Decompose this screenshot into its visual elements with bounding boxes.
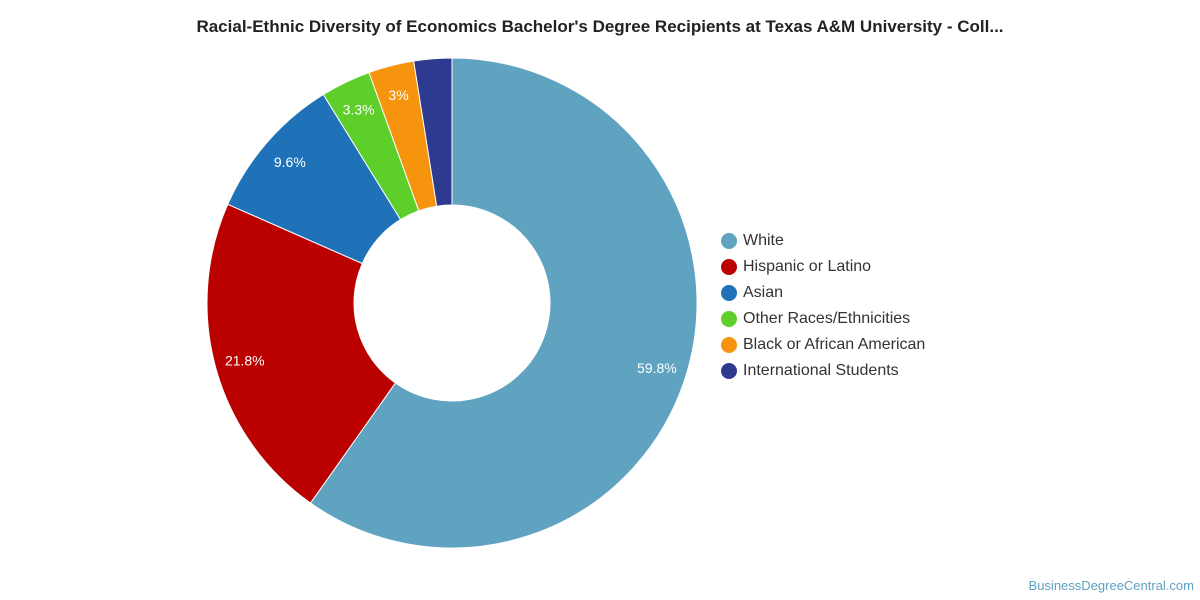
- data-label-white: 59.8%: [637, 360, 677, 376]
- legend-swatch: [721, 311, 737, 327]
- legend-label: Other Races/Ethnicities: [743, 310, 911, 327]
- legend-swatch: [721, 259, 737, 275]
- data-label-black-or-african-american: 3%: [388, 87, 408, 103]
- legend-item-hispanic-or-latino[interactable]: Hispanic or Latino: [721, 254, 925, 280]
- data-label-other-races-ethnicities: 3.3%: [343, 101, 375, 117]
- legend-item-international-students[interactable]: International Students: [721, 358, 925, 384]
- slice-international-students[interactable]: [413, 57, 453, 207]
- legend-label: Hispanic or Latino: [743, 258, 872, 275]
- legend-swatch: [721, 233, 737, 249]
- data-label-hispanic-or-latino: 21.8%: [225, 352, 265, 368]
- watermark[interactable]: BusinessDegreeCentral.com: [1028, 578, 1194, 593]
- legend-label: International Students: [743, 362, 899, 379]
- legend-swatch: [721, 337, 737, 353]
- chart-title: Racial-Ethnic Diversity of Economics Bac…: [196, 17, 1004, 36]
- legend-item-asian[interactable]: Asian: [721, 280, 925, 306]
- legend-swatch: [721, 363, 737, 379]
- legend-item-black-or-african-american[interactable]: Black or African American: [721, 332, 925, 358]
- slice-hispanic-or-latino[interactable]: [206, 203, 397, 504]
- legend-item-other-races-ethnicities[interactable]: Other Races/Ethnicities: [721, 306, 925, 332]
- legend-swatch: [721, 285, 737, 301]
- legend-label: Asian: [743, 284, 784, 301]
- slice-white[interactable]: [309, 57, 698, 549]
- legend: White Hispanic or Latino Asian Other Races/…: [721, 228, 925, 384]
- data-label-asian: 9.6%: [274, 154, 306, 170]
- slice-label-group: 59.8% 21.8% 9.6% 3.3% 3%: [225, 87, 677, 376]
- legend-label: Black or African American: [743, 336, 926, 353]
- legend-label: White: [743, 232, 784, 249]
- slice-group: [206, 57, 698, 549]
- legend-item-white[interactable]: White: [721, 228, 925, 254]
